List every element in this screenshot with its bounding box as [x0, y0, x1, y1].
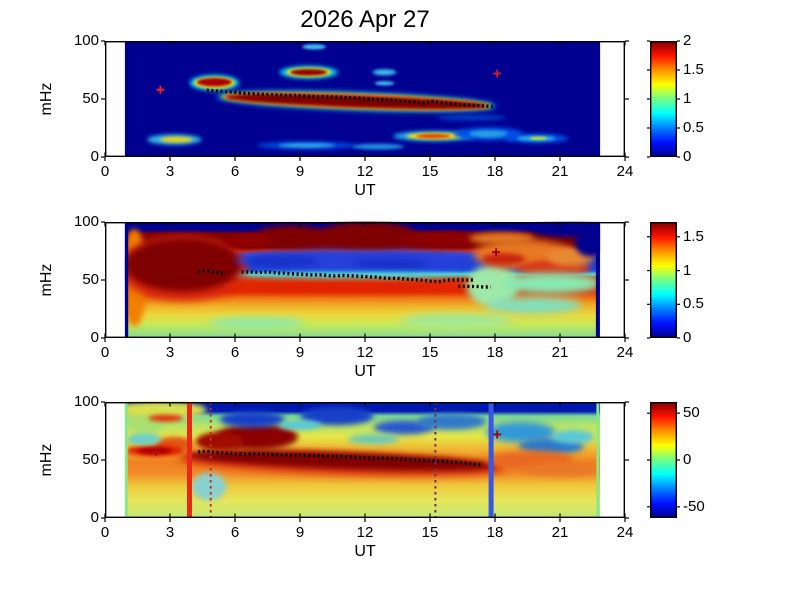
spectrogram-panel-1: 0 3 6 9 12 15 18 21 24 0 50 100 UT mHz 0 0.5 1 1.5 2	[0, 32, 801, 241]
x-tick-label: 6	[230, 524, 240, 541]
x-tick-label: 21	[551, 344, 569, 361]
x-tick-label: 12	[356, 344, 374, 361]
x-tick-label: 9	[295, 344, 305, 361]
y-tick-label: 50	[82, 90, 99, 107]
heatmap-plot-2	[101, 221, 629, 342]
x-tick-label: 18	[486, 344, 504, 361]
x-tick-label: 0	[100, 163, 110, 180]
x-tick-label: 12	[356, 524, 374, 541]
x-tick-label: 9	[295, 163, 305, 180]
colorbar-tick-label: 1.5	[683, 61, 704, 78]
colorbar-tick-label: 0.5	[683, 295, 704, 313]
colorbar-tick-label: 2	[683, 32, 692, 49]
colorbar-2	[647, 221, 680, 339]
x-tick-label: 6	[230, 344, 240, 361]
colorbar-tick-label: 50	[683, 404, 700, 422]
x-tick-label: 24	[616, 163, 634, 180]
colorbar-tick-label: 0	[683, 329, 692, 346]
colorbar-tick-label: 1.5	[683, 227, 704, 245]
x-axis-label: UT	[354, 543, 376, 560]
x-tick-label: 18	[486, 163, 504, 180]
y-axis-label: mHz	[38, 263, 55, 297]
spectrogram-panel-2: 0 3 6 9 12 15 18 21 24 0 50 100 UT mHz 0 0.5 1 1.5	[0, 213, 801, 422]
x-tick-label: 15	[421, 524, 439, 541]
x-tick-label: 6	[230, 163, 240, 180]
x-tick-label: 18	[486, 524, 504, 541]
figure-title: 2026 Apr 27	[300, 6, 430, 33]
y-tick-label: 100	[73, 32, 99, 49]
x-tick-label: 3	[165, 344, 175, 361]
y-tick-label: 100	[73, 213, 99, 230]
x-tick-label: 0	[100, 524, 110, 541]
colorbar-tick-label: 0	[683, 451, 692, 468]
y-tick-label: 0	[90, 148, 99, 165]
y-tick-label: 0	[90, 329, 99, 346]
colorbar-tick-label: 1	[683, 90, 692, 107]
y-tick-label: 50	[82, 271, 99, 288]
x-axis-label: UT	[354, 182, 376, 199]
x-tick-label: 15	[421, 163, 439, 180]
colorbar-1	[647, 40, 680, 158]
colorbar-tick-label: 1	[683, 261, 692, 279]
y-tick-label: 100	[73, 393, 99, 410]
x-tick-label: 21	[551, 524, 569, 541]
heatmap-plot-1	[101, 40, 629, 161]
y-tick-label: 50	[82, 451, 99, 468]
x-tick-label: 15	[421, 344, 439, 361]
colorbar-tick-label: 0.5	[683, 119, 704, 136]
x-tick-label: 9	[295, 524, 305, 541]
x-tick-label: 24	[616, 524, 634, 541]
colorbar-tick-label: -50	[683, 497, 705, 515]
x-tick-label: 0	[100, 344, 110, 361]
x-tick-label: 24	[616, 344, 634, 361]
x-tick-label: 3	[165, 163, 175, 180]
colorbar-3	[647, 401, 680, 518]
x-tick-label: 12	[356, 163, 374, 180]
y-axis-label: mHz	[38, 443, 55, 477]
y-axis-label: mHz	[38, 82, 55, 116]
spectrogram-panel-3: 0 3 6 9 12 15 18 21 24 0 50 100 UT mHz -50 0 50	[0, 393, 801, 600]
colorbar-tick-label: 0	[683, 148, 692, 165]
y-tick-label: 0	[90, 509, 99, 526]
heatmap-plot-3	[101, 401, 629, 522]
x-axis-label: UT	[354, 363, 376, 380]
x-tick-label: 3	[165, 524, 175, 541]
x-tick-label: 21	[551, 163, 569, 180]
